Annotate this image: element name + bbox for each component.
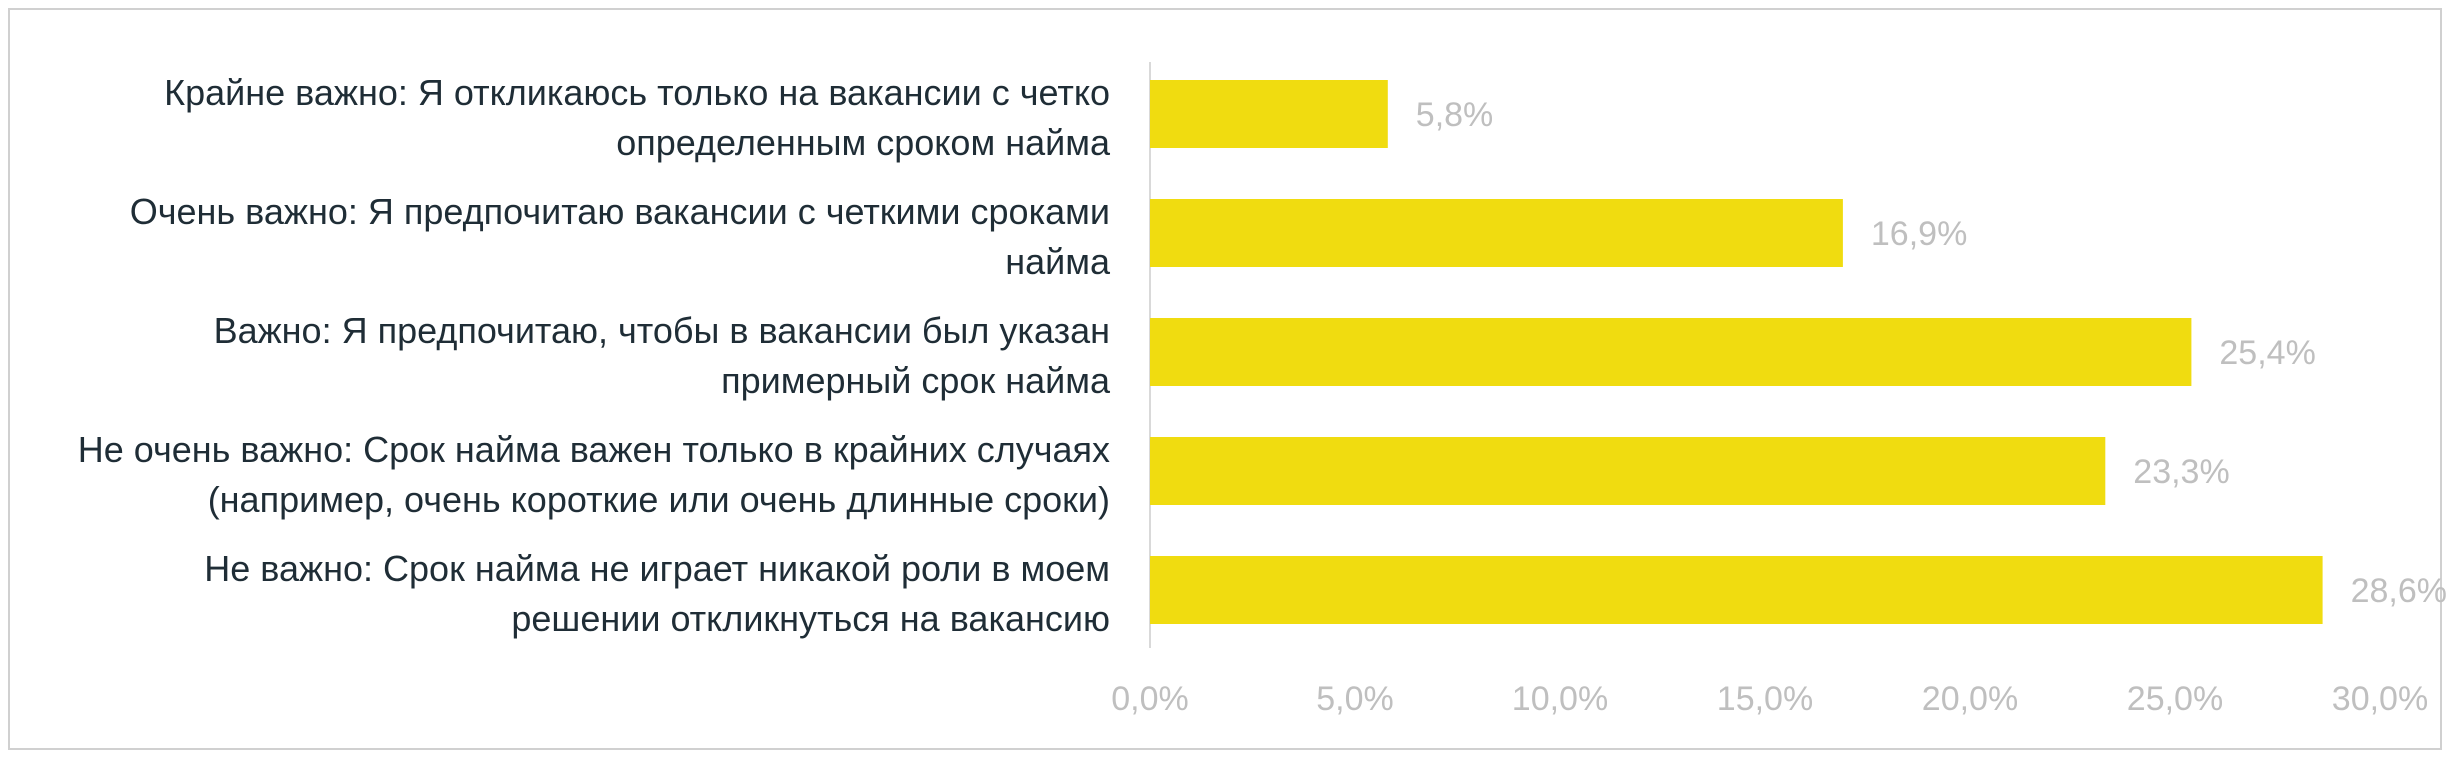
data-label-2: 16,9% xyxy=(1871,215,1967,253)
x-tick-label: 20,0% xyxy=(1922,680,2018,718)
category-label-line: Не очень важно: Срок найма важен только … xyxy=(78,429,1110,470)
category-label-line: Не важно: Срок найма не играет никакой р… xyxy=(204,548,1110,589)
data-label-3: 25,4% xyxy=(2219,334,2315,372)
x-tick-label: 0,0% xyxy=(1111,680,1189,718)
x-tick-label: 30,0% xyxy=(2332,680,2428,718)
x-tick-label: 25,0% xyxy=(2127,680,2223,718)
category-label-line: найма xyxy=(1005,241,1111,282)
x-tick-label: 5,0% xyxy=(1316,680,1394,718)
data-labels-group: 5,8% 16,9% 25,4% 23,3% 28,6% xyxy=(1416,96,2447,610)
bar-2 xyxy=(1150,199,1843,267)
category-label-line: решении откликнуться на вакансию xyxy=(511,598,1110,639)
bars-group xyxy=(1150,80,2323,624)
category-label-5: Не важно: Срок найма не играет никакой р… xyxy=(204,548,1110,639)
category-label-line: примерный срок найма xyxy=(721,360,1111,401)
x-tick-labels-group: 0,0% 5,0% 10,0% 15,0% 20,0% 25,0% 30,0% xyxy=(1111,680,2428,718)
bar-5 xyxy=(1150,556,2323,624)
category-label-line: Крайне важно: Я откликаюсь только на вак… xyxy=(164,72,1110,113)
bar-3 xyxy=(1150,318,2192,386)
data-label-5: 28,6% xyxy=(2351,572,2447,610)
x-tick-label: 10,0% xyxy=(1512,680,1608,718)
category-label-2: Очень важно: Я предпочитаю вакансии с че… xyxy=(130,191,1111,282)
x-tick-label: 15,0% xyxy=(1717,680,1813,718)
category-label-line: Важно: Я предпочитаю, чтобы в вакансии б… xyxy=(214,310,1110,351)
category-label-line: (например, очень короткие или очень длин… xyxy=(208,479,1110,520)
bar-4 xyxy=(1150,437,2106,505)
data-label-1: 5,8% xyxy=(1416,96,1494,134)
category-label-line: определенным сроком найма xyxy=(616,122,1111,163)
data-label-4: 23,3% xyxy=(2133,453,2229,491)
category-label-4: Не очень важно: Срок найма важен только … xyxy=(78,429,1110,520)
category-label-line: Очень важно: Я предпочитаю вакансии с че… xyxy=(130,191,1110,232)
category-label-3: Важно: Я предпочитаю, чтобы в вакансии б… xyxy=(214,310,1111,401)
bar-1 xyxy=(1150,80,1388,148)
category-label-1: Крайне важно: Я откликаюсь только на вак… xyxy=(164,72,1111,163)
category-labels-group: Крайне важно: Я откликаюсь только на вак… xyxy=(78,72,1111,639)
